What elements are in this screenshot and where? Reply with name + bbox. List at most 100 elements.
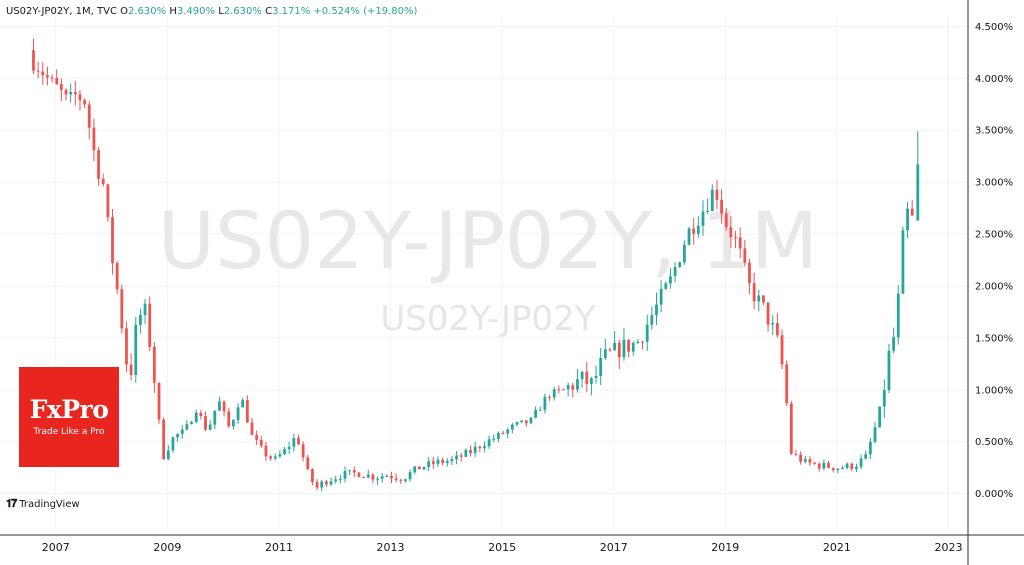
candle <box>617 339 621 370</box>
candle <box>817 462 821 472</box>
candle <box>850 462 854 472</box>
candle <box>278 450 282 459</box>
candle <box>543 393 547 414</box>
candle <box>455 451 458 465</box>
candle <box>901 226 905 294</box>
candle <box>627 339 630 358</box>
fxpro-logo: FxPro Trade Like a Pro <box>19 367 119 467</box>
candle <box>794 449 798 457</box>
x-tick-label: 2017 <box>600 541 628 554</box>
candle <box>631 341 635 356</box>
candle <box>831 467 835 473</box>
candle <box>724 207 728 232</box>
candle <box>371 473 375 484</box>
candle <box>111 208 114 275</box>
candle <box>813 461 816 465</box>
candle <box>334 475 338 484</box>
candle <box>185 420 189 431</box>
candle <box>878 406 882 428</box>
candle <box>190 420 193 425</box>
candle <box>399 478 403 485</box>
candle <box>766 302 770 332</box>
candle <box>464 448 468 458</box>
candle <box>417 466 421 470</box>
candle <box>120 284 124 334</box>
candle <box>566 382 570 397</box>
candle <box>83 98 87 109</box>
candle <box>757 289 761 312</box>
candle <box>292 433 296 452</box>
fxpro-brand-text: FxPro <box>29 395 109 424</box>
candle <box>227 407 231 428</box>
change-value: +0.524% (+19.80%) <box>313 6 418 17</box>
candle <box>608 347 612 352</box>
candle <box>710 184 714 212</box>
candle <box>603 338 607 361</box>
candle <box>515 421 519 427</box>
candle <box>69 83 73 103</box>
open-label: O <box>120 6 128 17</box>
candle <box>678 261 682 268</box>
candle <box>357 471 361 478</box>
x-tick-label: 2009 <box>153 541 181 554</box>
candle <box>64 88 68 101</box>
candle <box>287 441 291 455</box>
candle <box>799 451 803 465</box>
candle <box>445 458 449 467</box>
candle <box>487 435 491 449</box>
candle <box>836 468 840 474</box>
candle <box>594 365 598 384</box>
candle <box>320 479 324 492</box>
fxpro-tagline: Trade Like a Pro <box>33 427 105 437</box>
candle <box>404 478 407 483</box>
candle <box>641 340 644 350</box>
candle <box>36 61 40 79</box>
candle <box>259 435 263 448</box>
tradingview-logo[interactable]: 𝟏𝟕 TradingView <box>6 497 80 510</box>
candle <box>892 327 896 354</box>
candle <box>655 292 658 325</box>
x-axis: 2007 2009 2011 2013 2015 2017 2019 2021 2023 <box>0 534 1024 554</box>
tradingview-icon: 𝟏𝟕 <box>6 497 17 510</box>
candle <box>180 424 184 439</box>
candle <box>380 472 384 483</box>
candle <box>478 445 482 453</box>
candle <box>125 321 128 373</box>
candle <box>822 459 826 471</box>
y-tick-label: 4.500% <box>975 22 1013 33</box>
candle <box>552 386 556 401</box>
candle <box>859 454 863 470</box>
candle <box>562 388 565 391</box>
candle <box>534 406 538 419</box>
candle <box>362 476 365 478</box>
watermark-main: US02Y-JP02Y, 1M <box>158 197 818 287</box>
x-tick-label: 2013 <box>377 541 405 554</box>
candle <box>431 456 435 469</box>
close-label: C <box>265 6 273 17</box>
y-tick-label: 0.500% <box>975 437 1013 448</box>
candle <box>148 296 152 352</box>
candle <box>664 281 668 290</box>
candle <box>450 455 454 465</box>
candle <box>520 420 524 423</box>
candle <box>245 395 249 424</box>
candle <box>194 409 198 424</box>
candle <box>659 280 663 313</box>
candle <box>497 431 500 443</box>
x-tick-label: 2019 <box>711 541 739 554</box>
candle <box>59 78 63 102</box>
candle <box>780 329 784 370</box>
candle <box>324 479 328 488</box>
candle <box>910 200 914 217</box>
candle <box>273 453 277 461</box>
candle <box>762 295 765 306</box>
candle <box>864 450 868 460</box>
high-value: 3.490% <box>176 6 215 17</box>
candle <box>669 268 672 289</box>
candle <box>311 468 314 486</box>
tradingview-text: TradingView <box>19 498 80 510</box>
candle <box>613 330 617 351</box>
candle <box>250 417 254 436</box>
